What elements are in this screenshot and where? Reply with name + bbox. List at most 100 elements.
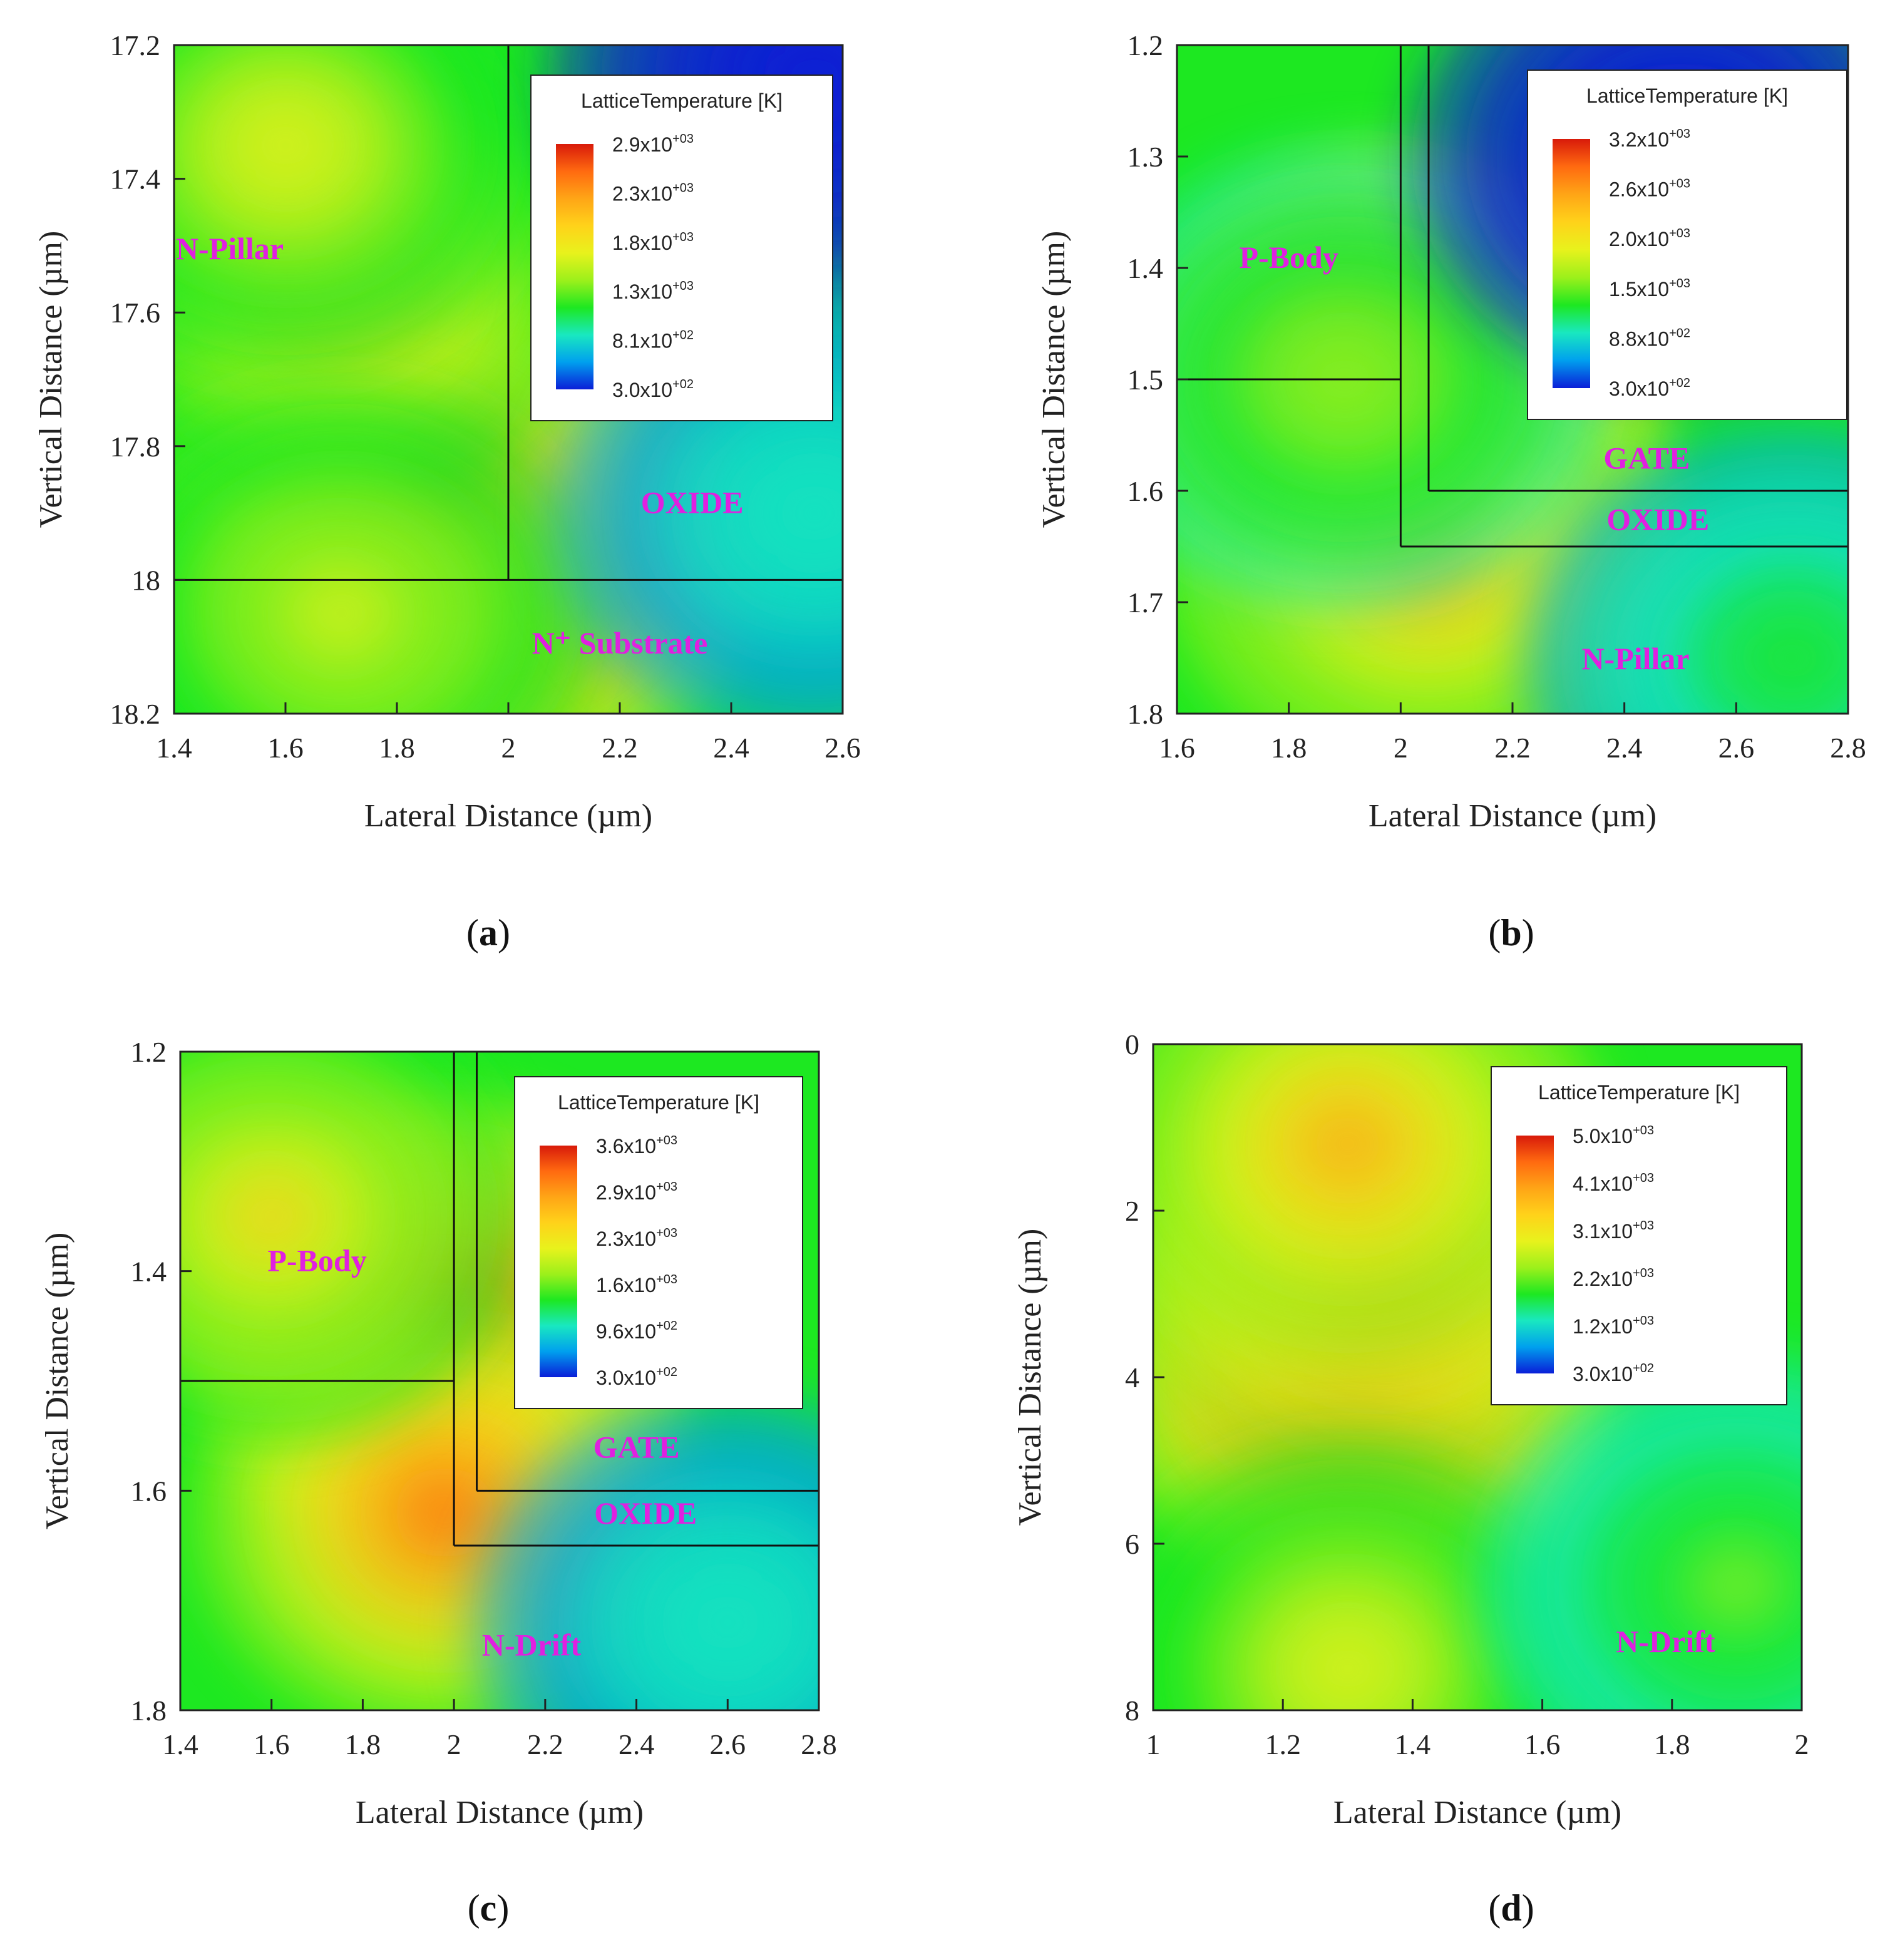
region-label: N-Drift [1616,1624,1715,1659]
x-tick-label: 2.2 [602,732,638,764]
y-tick-label: 1.6 [131,1475,167,1507]
legend-exponent: +03 [1669,177,1690,191]
panel-caption: (a) [466,912,510,953]
panel-b: 1.6 1.8 2 2.2 2.4 2.6 2.81.21.31.41.51.61.71.8… [1036,29,1866,953]
y-axis-label: Vertical Distance (µm) [1036,231,1072,528]
legend-value: 8.8x10+02 [1609,326,1690,350]
legend-title: LatticeTemperature [K] [581,90,783,112]
plot-frame [179,1050,820,1711]
panel-a: 1.4 1.6 1.8 2 2.2 2.4 2.6 17.2 17.4 17.6 17.8 18 18.… [33,29,861,953]
heatmap-field [1153,1044,1802,1710]
legend-exponent: +03 [656,1134,677,1147]
legend-value: 3.0x10+02 [1573,1362,1654,1385]
legend-exponent: +03 [1633,1171,1654,1185]
region-label: OXIDE [1606,501,1709,536]
region-label: N⁺ Substrate [532,625,708,660]
region-label: OXIDE [594,1496,697,1531]
x-tick-label: 2.2 [1494,732,1531,764]
x-tick-label: 1.8 [1654,1728,1690,1760]
y-tick-label: 8 [1125,1695,1139,1727]
x-tick-label: 1.6 [1524,1728,1561,1760]
y-tick-label: 4 [1125,1362,1139,1393]
x-tick-label: 1.4 [162,1728,198,1760]
x-tick-label: 2 [501,732,516,764]
y-tick-label: 1.4 [1127,252,1164,284]
legend: LatticeTemperature [K]2.9x10+032.3x10+03… [530,74,833,421]
x-axis-label: Lateral Distance (µm) [1333,1795,1621,1830]
x-tick-label: 1.8 [345,1728,381,1760]
legend-exponent: +03 [656,1226,677,1240]
x-tick-label: 1.8 [379,732,415,764]
x-tick-label: 1.6 [254,1728,290,1760]
legend-exponent: +03 [1669,127,1690,141]
legend-exponent: +03 [656,1273,677,1286]
region-label: GATE [593,1430,680,1465]
x-tick-label: 2.6 [1718,732,1755,764]
legend-colorbar [540,1146,577,1377]
x-tick-label: 1.2 [1265,1728,1301,1760]
x-tick-label: 2.4 [1606,732,1643,764]
region-label: OXIDE [641,485,744,520]
heat-contour [1685,1539,1789,1632]
y-axis-label: Vertical Distance (µm) [33,231,69,528]
x-tick-label: 2.6 [824,732,861,764]
x-tick-label: 1.4 [1395,1728,1431,1760]
legend-value: 3.2x10+03 [1609,127,1690,151]
x-axis-label: Lateral Distance (µm) [1369,798,1656,834]
x-tick-label: 1.8 [1271,732,1307,764]
x-tick-label: 2.8 [801,1728,837,1760]
x-tick-label: 2.2 [527,1728,563,1760]
x-tick-label: 1 [1146,1728,1161,1760]
y-tick-label: 1.2 [131,1036,167,1068]
x-tick-label: 2.8 [1830,732,1866,764]
legend-exponent: +03 [1633,1124,1654,1137]
legend-exponent: +03 [1633,1266,1654,1280]
y-tick-label: 1.2 [1127,29,1164,61]
y-tick-label: 17.6 [110,297,161,329]
x-tick-label: 1.4 [156,732,192,764]
y-tick-label: 1.7 [1127,587,1164,618]
legend-exponent: +02 [672,377,694,391]
legend-colorbar [556,144,593,389]
legend-value: 5.0x10+03 [1573,1124,1654,1147]
legend-exponent: +02 [1669,376,1690,390]
legend-exponent: +03 [1633,1219,1654,1233]
y-tick-label: 1.4 [131,1256,167,1288]
legend-exponent: +03 [1633,1314,1654,1328]
x-tick-label: 2 [1394,732,1408,764]
heat-contour [232,98,339,192]
x-axis-label: Lateral Distance (µm) [356,1795,644,1830]
legend-colorbar [1516,1136,1554,1373]
heat-contour [1738,611,1846,705]
legend-exponent: +02 [656,1319,677,1333]
y-tick-label: 6 [1125,1528,1139,1560]
y-tick-label: 2 [1125,1195,1139,1227]
y-tick-label: 18 [131,564,160,596]
x-tick-label: 2 [1795,1728,1809,1760]
region-label: GATE [1603,440,1690,475]
legend-exponent: +03 [672,279,694,293]
heat-contour [287,567,395,660]
legend-title: LatticeTemperature [K] [1538,1081,1740,1104]
legend: LatticeTemperature [K]3.6x10+032.9x10+03… [514,1076,803,1409]
legend-exponent: +02 [1633,1362,1654,1375]
legend-exponent: +03 [672,230,694,244]
region-label: P-Body [267,1243,366,1278]
heat-contour [1295,1097,1400,1191]
y-tick-label: 1.8 [1127,698,1164,730]
legend-exponent: +03 [656,1180,677,1194]
y-tick-label: 0 [1125,1029,1139,1060]
legend-colorbar [1553,139,1590,388]
heat-contour [676,1576,779,1669]
heat-contour [761,466,843,560]
y-tick-label: 1.5 [1127,364,1164,396]
region-label: N-Pillar [1581,641,1689,676]
heat-contour [393,1466,496,1559]
legend-value: 3.1x10+03 [1573,1219,1654,1243]
legend-exponent: +03 [672,181,694,195]
region-label: N-Drift [482,1627,582,1662]
heat-contour [1295,1622,1400,1710]
legend-exponent: +03 [1669,277,1690,290]
y-axis-label: Vertical Distance (µm) [39,1233,75,1530]
